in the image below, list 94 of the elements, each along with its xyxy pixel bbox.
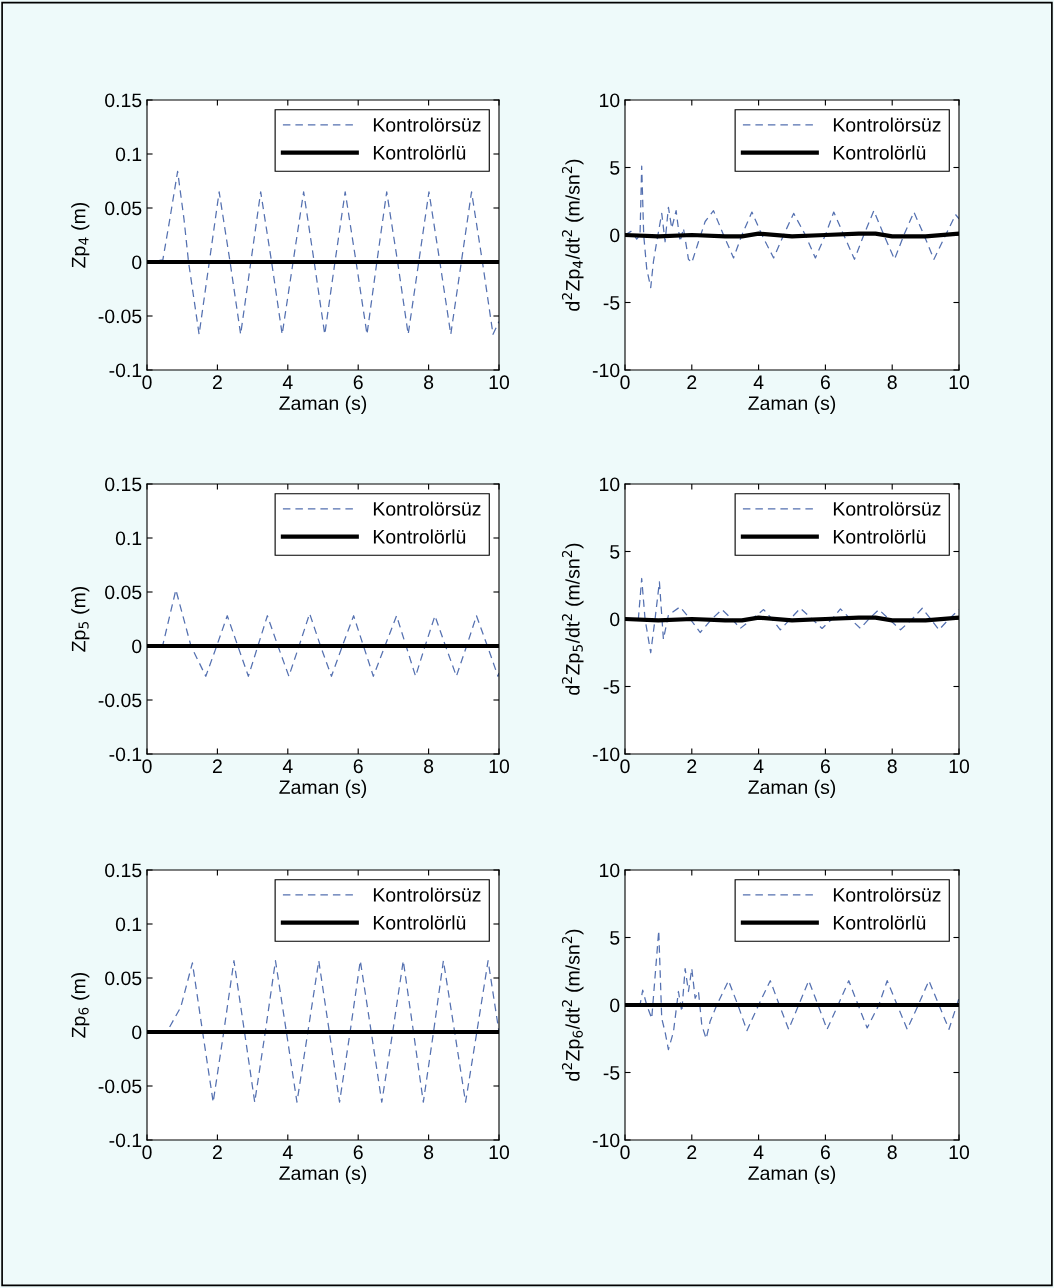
legend-label: Kontrolörlü	[373, 145, 466, 160]
legend-label: Kontrolörsüz	[833, 887, 941, 902]
legend-label: Kontrolörsüz	[833, 117, 941, 132]
x-tick-label: 4	[753, 375, 764, 389]
x-tick-label: 8	[424, 1145, 434, 1160]
y-axis-title: Zp$_{4}$ (m)	[71, 202, 90, 268]
y-tick-label: 0	[610, 228, 620, 243]
y-tick-label: 5	[610, 545, 620, 559]
y-tick-label: 10	[600, 477, 620, 492]
legend-label: Kontrolörlü	[833, 145, 926, 160]
y-tick-label: 0.15	[105, 863, 142, 878]
y-axis-title: Zp$_{6}$ (m)	[71, 972, 90, 1038]
x-tick-label: 10	[949, 759, 970, 774]
y-tick-label: -0.1	[109, 747, 142, 762]
x-tick-label: 10	[489, 759, 510, 774]
x-tick-label: 4	[753, 1145, 764, 1159]
y-tick-label: 0.1	[115, 531, 142, 546]
x-tick-label: 10	[489, 375, 510, 390]
x-tick-label: 2	[212, 375, 222, 389]
x-tick-label: 4	[282, 375, 293, 389]
x-tick-label: 10	[949, 1145, 970, 1160]
x-axis-title: Zaman (s)	[279, 779, 367, 798]
x-tick-label: 2	[212, 1145, 222, 1159]
x-axis-title: Zaman (s)	[748, 1165, 836, 1184]
y-tick-label: 0	[610, 612, 620, 627]
text: d$^{2}$Zp$_{4}$/dt$^{2}$ (m/sn$^{2}$)	[561, 159, 584, 311]
x-tick-label: 10	[949, 375, 970, 390]
legend-label: Kontrolörlü	[373, 529, 466, 544]
y-tick-label: -0.05	[98, 1079, 142, 1094]
text: d$^{2}$Zp$_{5}$/dt$^{2}$ (m/sn$^{2}$)	[561, 543, 584, 695]
x-tick-label: 6	[820, 759, 830, 774]
y-tick-label: 5	[610, 161, 620, 175]
y-tick-label: 0.1	[115, 917, 142, 932]
y-tick-label: 0	[132, 1025, 142, 1040]
y-tick-label: 0.15	[105, 93, 142, 108]
x-tick-label: 6	[820, 1145, 830, 1160]
y-tick-label: -0.05	[98, 309, 142, 324]
y-tick-label: -10	[592, 1133, 620, 1148]
x-tick-label: 8	[424, 759, 434, 774]
legend-label: Kontrolörlü	[833, 529, 926, 544]
y-tick-label: -0.1	[109, 363, 142, 378]
x-axis-title: Zaman (s)	[748, 395, 836, 414]
x-tick-label: 8	[887, 1145, 897, 1160]
y-tick-label: 10	[600, 93, 620, 108]
legend-label: Kontrolörsüz	[373, 887, 481, 902]
y-tick-label: -0.05	[98, 693, 142, 708]
legend-label: Kontrolörsüz	[833, 501, 941, 516]
legend-label: Kontrolörlü	[373, 915, 466, 930]
x-tick-label: 8	[424, 375, 434, 390]
x-tick-label: 10	[489, 1145, 510, 1160]
x-tick-label: 0	[142, 375, 152, 390]
x-tick-label: 0	[620, 1145, 630, 1160]
x-tick-label: 2	[687, 759, 697, 773]
y-tick-label: 0	[132, 255, 142, 270]
y-tick-label: -10	[592, 747, 620, 762]
x-tick-label: 6	[353, 1145, 363, 1160]
y-tick-label: 0.1	[115, 147, 142, 162]
x-tick-label: 6	[353, 759, 363, 774]
y-tick-label: -0.1	[109, 1133, 142, 1148]
x-axis-title: Zaman (s)	[279, 1165, 367, 1184]
x-tick-label: 4	[753, 759, 764, 773]
line-series	[625, 165, 959, 289]
x-tick-label: 0	[620, 375, 630, 390]
x-axis-title: Zaman (s)	[748, 779, 836, 798]
x-tick-label: 0	[142, 759, 152, 774]
x-tick-label: 2	[687, 375, 697, 389]
x-tick-label: 8	[887, 375, 897, 390]
y-tick-label: 0	[132, 639, 142, 654]
y-tick-label: -10	[592, 363, 620, 378]
legend-label: Kontrolörlü	[833, 915, 926, 930]
x-tick-label: 2	[212, 759, 222, 773]
legend-label: Kontrolörsüz	[373, 117, 481, 132]
x-tick-label: 4	[282, 1145, 293, 1159]
x-tick-label: 2	[687, 1145, 697, 1159]
y-tick-label: 5	[610, 931, 620, 945]
y-tick-label: 10	[600, 863, 620, 878]
y-tick-label: 0.05	[105, 971, 142, 986]
x-tick-label: 0	[142, 1145, 152, 1160]
y-tick-label: 0.15	[105, 477, 142, 492]
x-tick-label: 6	[820, 375, 830, 390]
legend-label: Kontrolörsüz	[373, 501, 481, 516]
y-tick-label: -5	[603, 1066, 620, 1080]
y-tick-label: -5	[603, 680, 620, 694]
y-tick-label: -5	[603, 296, 620, 310]
text: d$^{2}$Zp$_{6}$/dt$^{2}$ (m/sn$^{2}$)	[561, 929, 584, 1081]
x-tick-label: 8	[887, 759, 897, 774]
y-tick-label: 0	[610, 998, 620, 1013]
y-axis-title: Zp$_{5}$ (m)	[71, 586, 90, 652]
y-tick-label: 0.05	[105, 201, 142, 216]
y-tick-label: 0.05	[105, 585, 142, 600]
x-tick-label: 4	[282, 759, 293, 773]
x-axis-title: Zaman (s)	[279, 395, 367, 414]
x-tick-label: 6	[353, 375, 363, 390]
x-tick-label: 0	[620, 759, 630, 774]
